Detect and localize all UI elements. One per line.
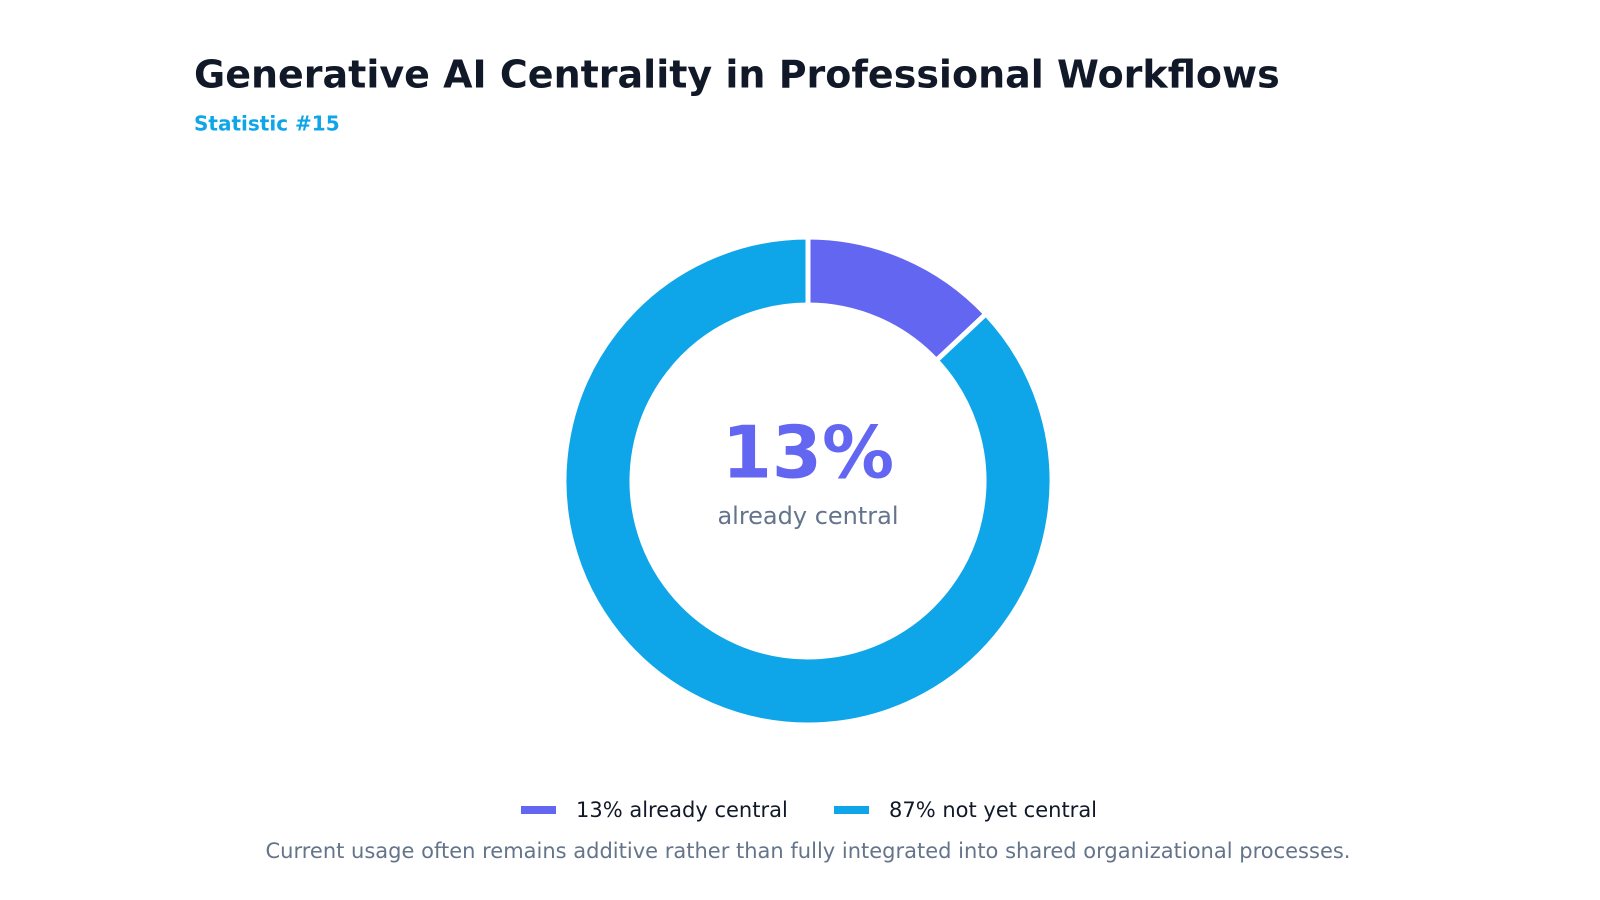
center-label: 13% [722,411,894,495]
center-sublabel: already central [717,502,898,530]
footnote: Current usage often remains additive rat… [266,839,1351,863]
legend-label: 13% already central [576,798,788,822]
legend-label: 87% not yet central [889,798,1097,822]
donut-slice [561,234,1055,728]
chart-subtitle: Statistic #15 [194,112,340,136]
legend-swatch [834,806,869,814]
legend-swatch [521,806,556,814]
donut [561,234,1055,728]
chart-title: Generative AI Centrality in Professional… [194,53,1280,97]
